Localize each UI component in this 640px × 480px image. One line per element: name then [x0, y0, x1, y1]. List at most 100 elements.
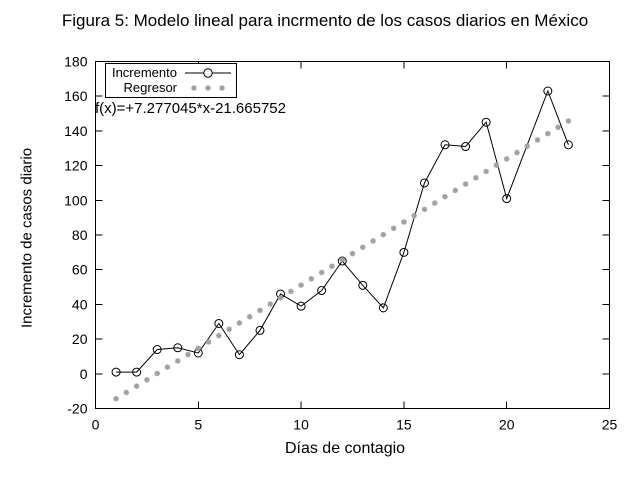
data-point-marker: [173, 343, 183, 353]
regressor-point-marker: [421, 206, 428, 213]
legend-item-incremento: Incremento: [108, 65, 232, 80]
x-axis-label: Días de contagio: [284, 440, 406, 457]
regressor-point-marker: [390, 225, 397, 232]
legend: Incremento Regresor: [105, 63, 237, 98]
data-point-marker: [132, 367, 142, 377]
regressor-point-marker: [195, 345, 202, 352]
y-tick-label: 140: [64, 123, 88, 139]
regression-equation: f(x)=+7.277045*x-21.665752: [95, 100, 286, 117]
regressor-point-marker: [401, 219, 407, 225]
data-point-marker: [296, 301, 306, 311]
regressor-point-marker: [219, 84, 225, 91]
data-point-marker: [563, 140, 573, 150]
regressor-point-marker: [288, 288, 294, 295]
regressor-point-marker: [174, 358, 181, 364]
regressor-point-marker: [191, 84, 197, 91]
regressor-point-marker: [216, 332, 222, 339]
regressor-point-marker: [534, 137, 541, 143]
regressor-point-marker: [144, 377, 150, 383]
regressor-point-marker: [123, 389, 130, 396]
y-tick-label: 0: [80, 366, 88, 382]
regressor-point-marker: [246, 313, 253, 320]
data-point-marker: [543, 86, 553, 96]
regressor-point-marker: [545, 130, 551, 137]
regressor-point-marker: [277, 294, 284, 301]
y-tick-label: -20: [67, 401, 87, 417]
legend-label-regresor: Regresor: [123, 80, 177, 95]
regressor-point-marker: [236, 320, 243, 326]
regressor-point-marker: [133, 383, 140, 389]
data-point-marker: [502, 194, 512, 204]
data-point-marker: [317, 286, 327, 296]
data-point-marker: [358, 280, 368, 290]
series-incremento: [111, 86, 573, 377]
regressor-point-marker: [308, 276, 315, 282]
y-axis-label: Incremento de casos diario: [18, 147, 36, 329]
regressor-point-marker: [205, 339, 212, 345]
regressor-point-marker: [113, 395, 119, 402]
y-tick-label: 160: [64, 88, 88, 104]
y-tick-label: 60: [72, 262, 88, 278]
y-tick-label: 100: [64, 192, 88, 208]
regressor-point-marker: [205, 84, 211, 91]
data-point-marker: [378, 303, 388, 313]
legend-item-regresor: Regresor: [108, 80, 232, 95]
regressor-point-marker: [514, 149, 520, 156]
regressor-point-marker: [329, 263, 335, 269]
data-point-marker: [461, 142, 471, 152]
data-point-marker: [440, 140, 450, 150]
regressor-point-marker: [370, 238, 376, 244]
y-tick-label: 80: [72, 227, 88, 243]
regressor-point-marker: [555, 124, 561, 131]
data-point-marker: [481, 117, 491, 127]
regressor-point-marker: [267, 301, 274, 307]
series-regresor: [113, 118, 572, 402]
regressor-point-marker: [226, 326, 232, 333]
regressor-point-marker: [257, 307, 263, 314]
x-tick-label: 5: [194, 417, 202, 433]
regressor-point-marker: [483, 168, 489, 175]
data-point-marker: [214, 318, 224, 328]
regressor-point-marker: [380, 231, 387, 238]
data-point-marker: [152, 345, 162, 355]
regressor-point-marker: [318, 269, 325, 276]
regressor-point-marker: [565, 118, 572, 124]
regressor-point-marker: [442, 193, 448, 200]
x-tick-label: 0: [92, 417, 100, 433]
regressor-point-marker: [473, 175, 479, 181]
regressor-point-marker: [452, 187, 459, 194]
regressor-point-marker: [411, 212, 417, 219]
regressor-point-marker: [185, 351, 191, 358]
data-point-marker: [419, 178, 429, 188]
data-point-marker: [255, 325, 265, 335]
y-tick-label: 20: [72, 331, 88, 347]
regressor-point-marker: [349, 250, 356, 257]
y-tick-label: 40: [72, 296, 88, 312]
y-tick-label: 180: [64, 54, 88, 70]
x-tick-label: 25: [602, 417, 618, 433]
figure-title: Figura 5: Modelo lineal para incrmento d…: [61, 11, 589, 30]
data-point-marker: [399, 247, 409, 257]
y-axis-ticks: -20 0 20 40 60 80 100 120 140 160 180: [64, 54, 610, 417]
regressor-point-marker: [431, 200, 438, 206]
regressor-point-marker: [339, 257, 346, 263]
regressor-point-marker: [359, 244, 366, 251]
regressor-point-marker: [503, 156, 510, 162]
legend-line-circle-sample-icon: [184, 66, 232, 80]
data-point-marker: [111, 367, 121, 377]
x-tick-label: 20: [499, 417, 515, 433]
regressor-point-marker: [298, 282, 304, 288]
legend-label-incremento: Incremento: [111, 65, 177, 80]
regressor-point-marker: [154, 370, 160, 377]
x-tick-label: 15: [396, 417, 412, 433]
x-axis-ticks: 0 5 10 15 20 25: [92, 61, 618, 433]
legend-asterisks-sample-icon: [184, 81, 232, 95]
x-tick-label: 10: [293, 417, 309, 433]
regressor-point-marker: [462, 181, 469, 187]
regressor-point-marker: [524, 143, 531, 150]
y-tick-label: 120: [64, 158, 88, 174]
regressor-point-marker: [164, 364, 171, 370]
regressor-point-marker: [493, 162, 500, 168]
